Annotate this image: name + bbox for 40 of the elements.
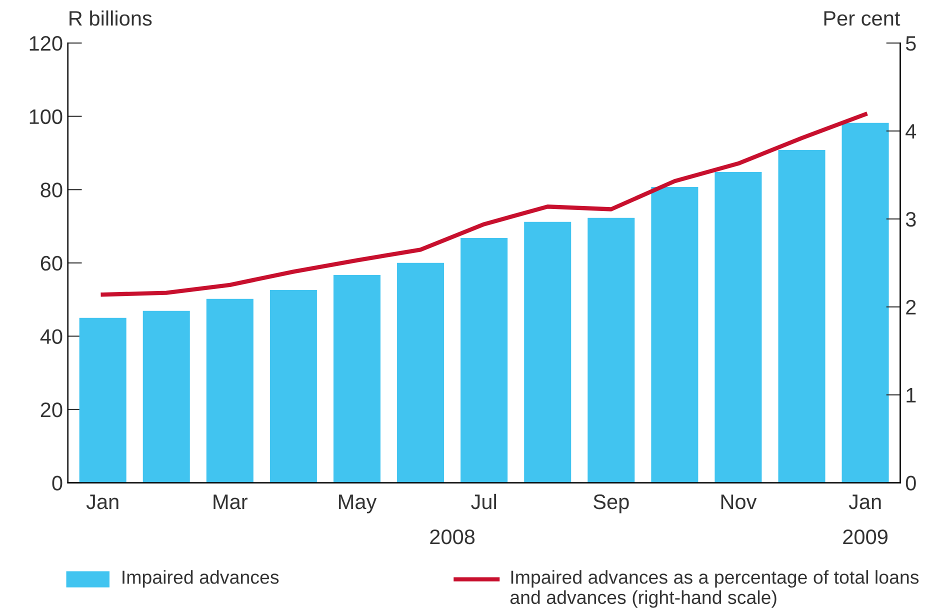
bar <box>460 238 508 483</box>
y2-tick-label: 5 <box>906 36 916 51</box>
bar <box>142 310 190 483</box>
y-tick-label: 40 <box>40 329 62 344</box>
legend-label: Impaired advances <box>122 570 279 588</box>
y-tick-label: 60 <box>40 256 62 271</box>
y-tick-label: 100 <box>30 109 62 124</box>
y-axis-title: R billions <box>70 10 152 26</box>
line-series <box>100 112 868 297</box>
bar <box>714 172 762 483</box>
bar <box>333 275 380 483</box>
bar <box>206 298 254 483</box>
bar <box>397 262 444 483</box>
y2-tick-label: 2 <box>906 300 916 314</box>
bar <box>778 150 826 483</box>
x-tick-label: Sep <box>594 494 629 514</box>
x-tick-label: Mar <box>214 494 248 510</box>
bar <box>524 222 572 483</box>
y2-tick-label: 3 <box>906 212 916 227</box>
y2-tick-label: 1 <box>906 388 916 402</box>
bar <box>588 218 635 483</box>
x-tick-label: Jan <box>86 494 118 510</box>
y-tick-label: 80 <box>40 182 62 198</box>
x-tick-label: May <box>339 494 377 514</box>
bar <box>651 187 698 483</box>
text: 2009 <box>843 529 888 544</box>
legend-label: Impaired advances as a percentage of total loans and advances (right-hand scale) <box>510 570 919 608</box>
text: 2008 <box>430 529 475 544</box>
y2-tick-label: 4 <box>906 124 916 139</box>
y2-tick-label: 0 <box>906 476 916 491</box>
bar <box>842 122 889 483</box>
y-tick-label: 20 <box>40 402 62 418</box>
bar <box>270 290 317 483</box>
bar <box>79 318 126 483</box>
y-tick-label: 120 <box>30 36 62 51</box>
y2-axis-title: Per cent <box>824 11 900 26</box>
x-tick-label: Jul <box>471 494 496 510</box>
y-tick-label: 0 <box>52 476 62 491</box>
x-tick-label: Jan <box>848 494 881 510</box>
x-tick-label: Nov <box>721 494 757 510</box>
